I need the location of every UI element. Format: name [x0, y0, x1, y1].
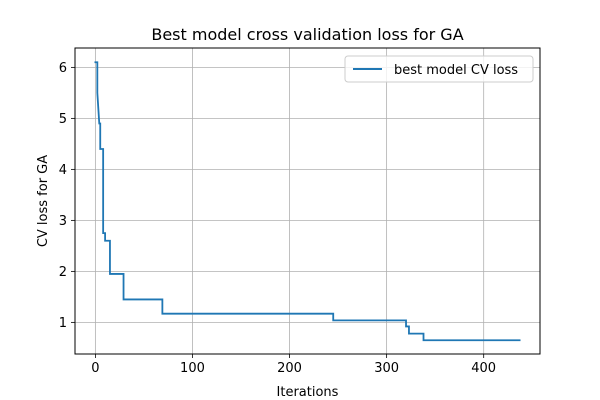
y-tick-label: 5 — [59, 112, 67, 127]
plot-frame — [74, 47, 541, 355]
chart-title: Best model cross validation loss for GA — [151, 25, 463, 44]
legend-label: best model CV loss — [394, 63, 518, 78]
ticks: 0 100 200 300 400 1 2 3 4 5 6 — [59, 61, 496, 376]
legend-box — [344, 55, 534, 83]
y-tick-label: 1 — [59, 316, 67, 331]
x-tick-label: 300 — [374, 361, 399, 376]
x-tick-label: 100 — [180, 361, 205, 376]
y-axis-label: CV loss for GA — [36, 155, 51, 247]
y-tick-label: 6 — [59, 61, 67, 76]
x-tick-label: 400 — [471, 361, 496, 376]
x-tick-label: 200 — [277, 361, 302, 376]
y-tick-label: 2 — [59, 265, 67, 280]
y-tick-label: 4 — [59, 163, 67, 178]
series-line — [94, 61, 521, 342]
x-tick-label: 0 — [91, 361, 99, 376]
series-layer — [94, 61, 521, 342]
x-axis-label: Iterations — [277, 385, 339, 400]
legend: best model CV loss — [344, 55, 534, 83]
y-tick-label: 3 — [59, 214, 67, 229]
